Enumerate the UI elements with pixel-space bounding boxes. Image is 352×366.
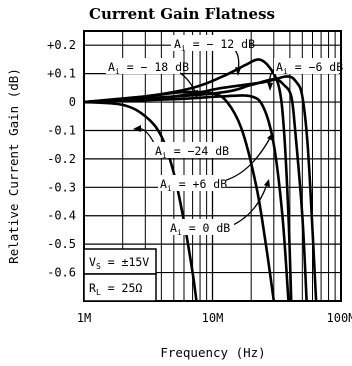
y-tick-label: -0.2	[47, 152, 76, 166]
y-tick-label: +0.2	[47, 38, 76, 52]
arrowhead-ai-minus6	[267, 82, 273, 91]
y-tick-label: -0.4	[47, 209, 76, 223]
label-ai-minus18: Ai = − 18 dB	[108, 60, 189, 76]
arrowhead-ai-minus12	[235, 67, 241, 76]
y-tick-label: +0.1	[47, 67, 76, 81]
conditions-box: VS = ±15V RL = 25Ω	[84, 249, 156, 301]
y-tick-label: -0.5	[47, 237, 76, 251]
y-axis-label: Relative Current Gain (dB)	[6, 68, 21, 264]
x-tick-label: 100M	[327, 311, 352, 325]
chart-title: Current Gain Flatness	[89, 5, 275, 23]
y-tick-labels: +0.2 +0.1 0 -0.1 -0.2 -0.3 -0.4 -0.5 -0.6	[47, 38, 76, 279]
arrowhead-ai-plus6	[267, 133, 273, 141]
label-ai-minus12: Ai = − 12 dB	[174, 37, 255, 53]
arrowhead-ai-0	[264, 179, 270, 187]
x-tick-label: 1M	[77, 311, 91, 325]
x-axis-label: Frequency (Hz)	[160, 345, 265, 360]
y-tick-label: -0.6	[47, 266, 76, 280]
x-tick-label: 10M	[202, 311, 224, 325]
label-ai-minus24: Ai = −24 dB	[155, 144, 229, 160]
y-tick-label: 0	[69, 95, 76, 109]
y-tick-label: -0.3	[47, 180, 76, 194]
x-tick-labels: 1M 10M 100M	[77, 311, 352, 325]
y-tick-label: -0.1	[47, 123, 76, 137]
